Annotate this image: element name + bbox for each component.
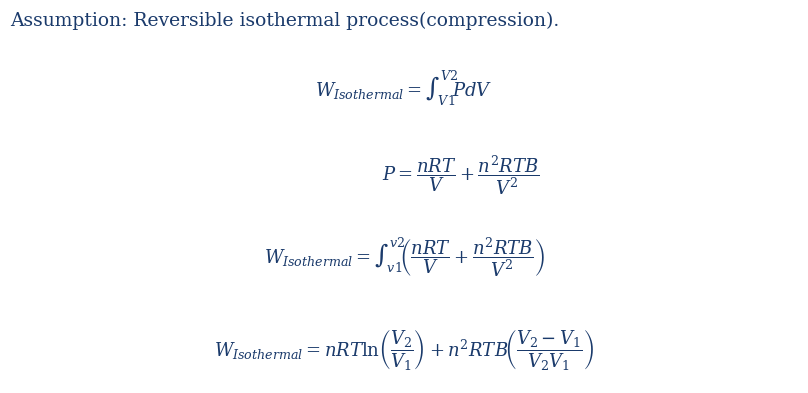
- Text: $W_{\mathit{Isothermal}} = \int_{v1}^{v2}\!\!\left( \dfrac{nRT}{V} + \dfrac{n^2 : $W_{\mathit{Isothermal}} = \int_{v1}^{v2…: [263, 235, 545, 279]
- Text: $P = \dfrac{nRT}{V} + \dfrac{n^2 RTB}{V^2}$: $P = \dfrac{nRT}{V} + \dfrac{n^2 RTB}{V^…: [382, 153, 539, 197]
- Text: $W_{\mathit{Isothermal}} = \int_{V1}^{V2} \!\! PdV$: $W_{\mathit{Isothermal}} = \int_{V1}^{V2…: [315, 69, 493, 108]
- Text: Assumption: Reversible isothermal process(compression).: Assumption: Reversible isothermal proces…: [10, 12, 559, 30]
- Text: $W_{\mathit{Isothermal}} = nRT\ln\!\left( \dfrac{V_2}{V_1} \right) + n^2 RTB\!\l: $W_{\mathit{Isothermal}} = nRT\ln\!\left…: [214, 327, 594, 372]
